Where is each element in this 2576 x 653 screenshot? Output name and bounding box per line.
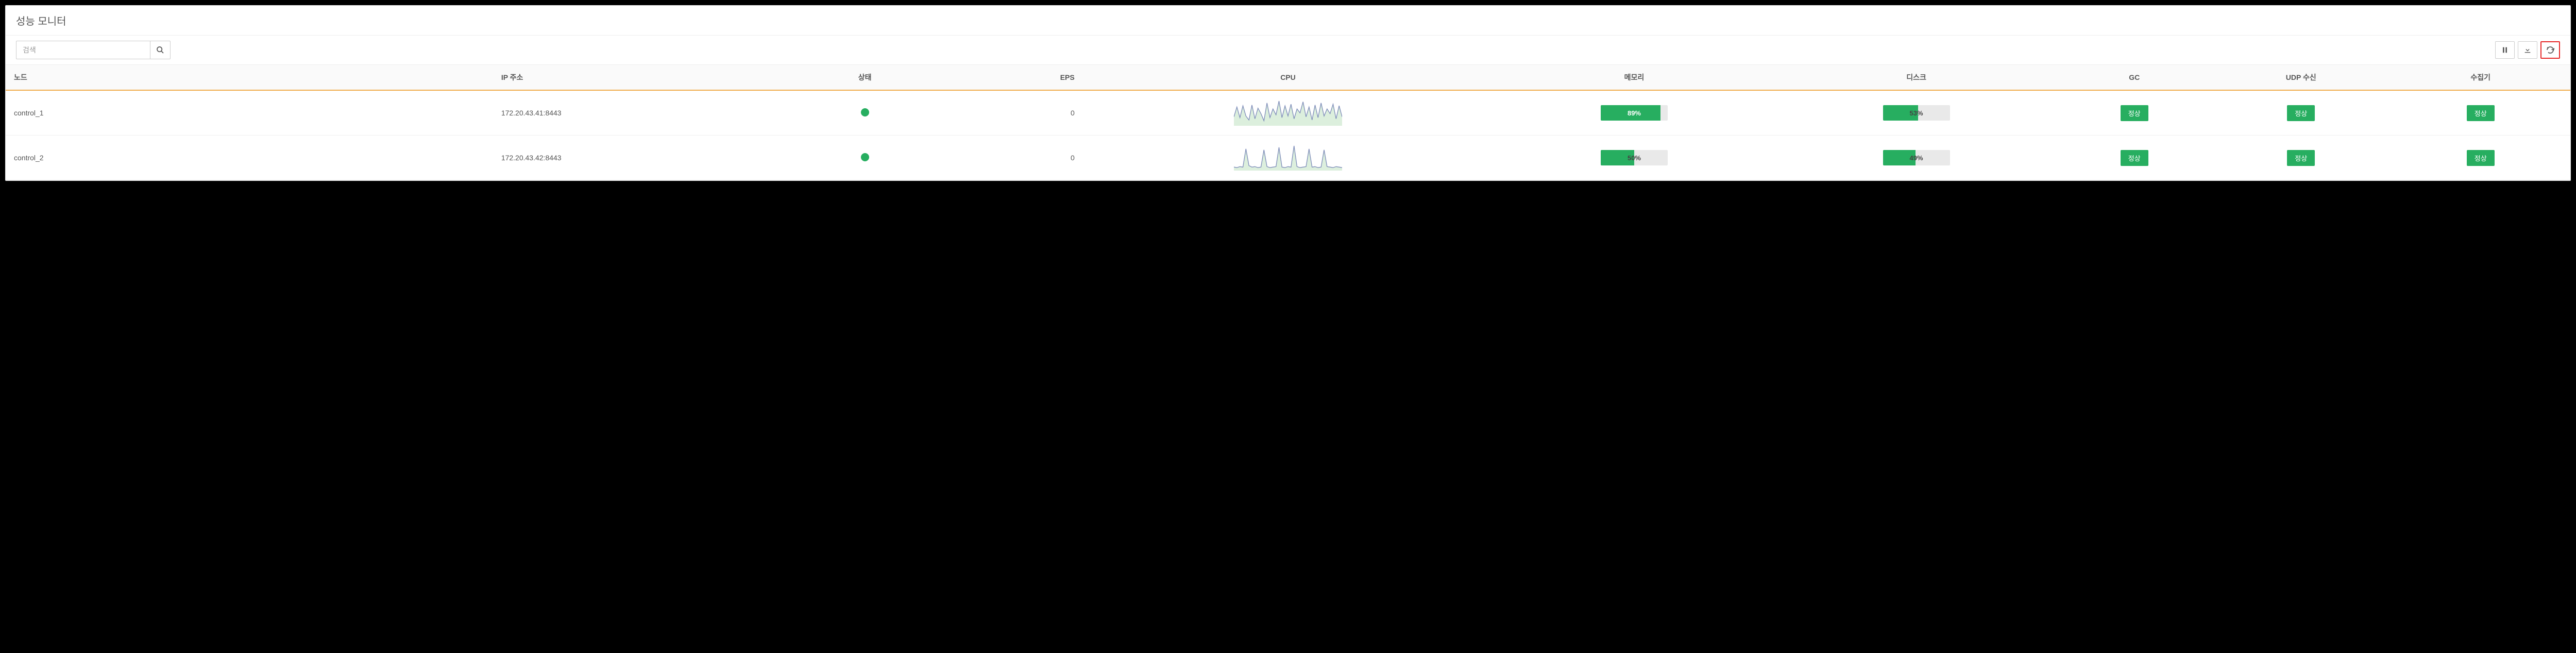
col-udp: UDP 수신 xyxy=(2211,65,2391,91)
cpu-sparkline xyxy=(1234,100,1342,126)
search-input[interactable] xyxy=(16,41,150,59)
col-memory: 메모리 xyxy=(1493,65,1775,91)
col-collector: 수집기 xyxy=(2391,65,2570,91)
gc-badge: 정상 xyxy=(2121,105,2148,121)
memory-progress: 50% xyxy=(1601,150,1668,165)
col-status: 상태 xyxy=(801,65,929,91)
refresh-button[interactable] xyxy=(2540,41,2560,59)
collector-badge: 정상 xyxy=(2467,150,2495,166)
udp-badge: 정상 xyxy=(2287,105,2315,121)
cell-gc: 정상 xyxy=(2057,136,2211,180)
col-ip: IP 주소 xyxy=(493,65,801,91)
cell-ip: 172.20.43.42:8443 xyxy=(493,136,801,180)
table-row: control_1172.20.43.41:8443 0 89% 53% 정상 정상 정상 xyxy=(6,90,2570,136)
gc-badge: 정상 xyxy=(2121,150,2148,166)
cell-disk: 49% xyxy=(1775,136,2058,180)
cell-status xyxy=(801,136,929,180)
cell-cpu xyxy=(1083,136,1493,180)
search-button[interactable] xyxy=(150,41,171,59)
cell-eps: 0 xyxy=(929,90,1083,136)
memory-progress: 89% xyxy=(1601,105,1668,121)
table-row: control_2172.20.43.42:8443 0 50% 49% 정상 정상 정상 xyxy=(6,136,2570,180)
status-dot xyxy=(861,153,869,161)
toolbar xyxy=(6,36,2570,64)
pause-button[interactable] xyxy=(2495,41,2515,59)
cpu-sparkline xyxy=(1234,145,1342,171)
collector-badge: 정상 xyxy=(2467,105,2495,121)
cell-collector: 정상 xyxy=(2391,90,2570,136)
cell-cpu xyxy=(1083,90,1493,136)
disk-progress: 49% xyxy=(1883,150,1950,165)
status-dot xyxy=(861,108,869,116)
cell-ip: 172.20.43.41:8443 xyxy=(493,90,801,136)
cell-collector: 정상 xyxy=(2391,136,2570,180)
cell-udp: 정상 xyxy=(2211,136,2391,180)
search-icon xyxy=(156,46,164,54)
download-button[interactable] xyxy=(2518,41,2537,59)
search-group xyxy=(16,41,171,59)
col-gc: GC xyxy=(2057,65,2211,91)
disk-progress: 53% xyxy=(1883,105,1950,121)
refresh-icon xyxy=(2546,46,2554,54)
nodes-table: 노드 IP 주소 상태 EPS CPU 메모리 디스크 GC UDP 수신 수집… xyxy=(6,64,2570,180)
col-disk: 디스크 xyxy=(1775,65,2058,91)
performance-monitor-panel: 성능 모니터 xyxy=(5,5,2571,181)
cell-udp: 정상 xyxy=(2211,90,2391,136)
panel-title: 성능 모니터 xyxy=(16,13,2560,28)
cell-disk: 53% xyxy=(1775,90,2058,136)
panel-header: 성능 모니터 xyxy=(6,6,2570,36)
action-buttons xyxy=(2495,41,2560,59)
cell-memory: 50% xyxy=(1493,136,1775,180)
cell-node: control_1 xyxy=(6,90,493,136)
download-icon xyxy=(2523,46,2532,54)
cell-eps: 0 xyxy=(929,136,1083,180)
udp-badge: 정상 xyxy=(2287,150,2315,166)
col-cpu: CPU xyxy=(1083,65,1493,91)
cell-gc: 정상 xyxy=(2057,90,2211,136)
cell-node: control_2 xyxy=(6,136,493,180)
col-eps: EPS xyxy=(929,65,1083,91)
cell-status xyxy=(801,90,929,136)
pause-icon xyxy=(2501,46,2509,54)
col-node: 노드 xyxy=(6,65,493,91)
table-header-row: 노드 IP 주소 상태 EPS CPU 메모리 디스크 GC UDP 수신 수집… xyxy=(6,65,2570,91)
cell-memory: 89% xyxy=(1493,90,1775,136)
